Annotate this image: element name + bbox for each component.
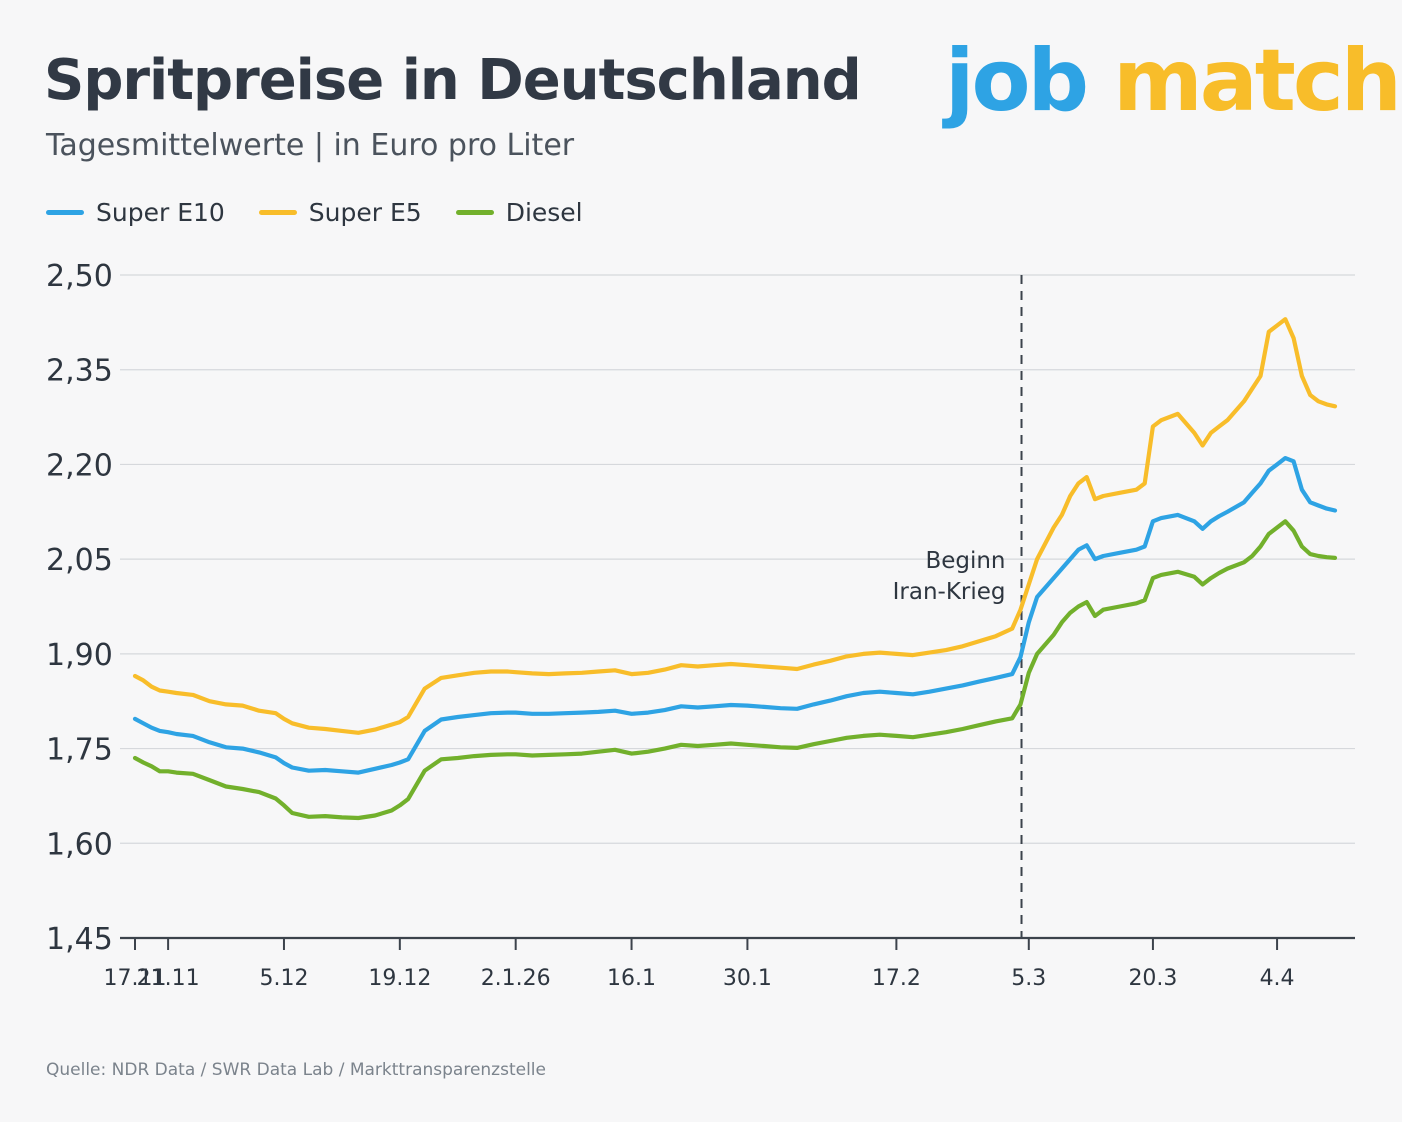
x-tick-label: 17.2 xyxy=(872,966,921,991)
legend-swatch-super-e10 xyxy=(46,210,84,215)
series-line-super-e5 xyxy=(132,317,1338,735)
series-line-diesel xyxy=(132,519,1338,821)
x-tick-label: 21.11 xyxy=(137,966,200,991)
y-tick-label: 2,05 xyxy=(46,543,113,578)
chart-legend: Super E10 Super E5 Diesel xyxy=(46,198,583,227)
logo-match-text: match xyxy=(1113,31,1402,131)
line-chart: 1,45 1,60 1,75 1,90 2,05 2,20 2,35 2,50 17.1121.… xyxy=(46,259,1355,991)
x-tick-label: 4.4 xyxy=(1260,966,1295,991)
legend-swatch-super-e5 xyxy=(258,210,297,215)
job-match-logo: job match xyxy=(945,30,1402,133)
x-tick-label: 17.11 xyxy=(104,966,167,991)
x-tick-label: 30.1 xyxy=(723,966,772,991)
annotation-label-line2: Iran-Krieg xyxy=(893,579,1006,605)
y-tick-label: 1,60 xyxy=(46,827,113,862)
y-tick-label: 2,20 xyxy=(46,448,113,483)
legend-label-super-e10: Super E10 xyxy=(96,198,225,227)
x-tick-label: 2.1.26 xyxy=(481,966,551,991)
legend-label-super-e5: Super E5 xyxy=(308,198,422,227)
legend-item-super-e10: Super E10 xyxy=(46,198,225,227)
chart-subtitle: Tagesmittelwerte | in Euro pro Liter xyxy=(46,128,575,163)
y-tick-label: 1,90 xyxy=(46,638,113,673)
legend-item-super-e5: Super E5 xyxy=(258,198,422,227)
x-tick-label: 5.3 xyxy=(1011,966,1046,991)
chart-title: Spritpreise in Deutschland xyxy=(44,48,862,113)
y-tick-label: 2,35 xyxy=(46,354,113,389)
y-tick-label: 1,45 xyxy=(46,922,113,957)
x-tick-label: 19.12 xyxy=(368,966,431,991)
x-tick-label: 20.3 xyxy=(1128,966,1177,991)
source-note: Quelle: NDR Data / SWR Data Lab / Marktt… xyxy=(46,1060,546,1080)
x-tick-label: 16.1 xyxy=(607,966,656,991)
y-tick-label: 2,50 xyxy=(46,259,113,294)
legend-label-diesel: Diesel xyxy=(505,198,583,227)
y-tick-label: 1,75 xyxy=(46,733,113,768)
logo-job-text: job xyxy=(945,31,1089,131)
series-line-super-e10 xyxy=(132,456,1338,775)
annotation-label-line1: Beginn xyxy=(925,548,1005,574)
x-tick-label: 5.12 xyxy=(259,966,308,991)
legend-swatch-diesel xyxy=(455,210,494,215)
legend-item-diesel: Diesel xyxy=(455,198,583,227)
